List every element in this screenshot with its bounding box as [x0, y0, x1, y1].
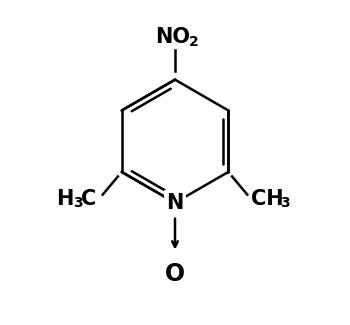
- Text: CH: CH: [251, 189, 284, 209]
- Text: H: H: [56, 189, 73, 209]
- Text: O: O: [165, 262, 185, 286]
- Text: C: C: [80, 189, 96, 209]
- Text: 3: 3: [74, 196, 83, 210]
- Text: 3: 3: [280, 196, 290, 210]
- Text: NO: NO: [155, 27, 190, 47]
- Text: N: N: [166, 193, 184, 213]
- Text: 2: 2: [188, 35, 198, 49]
